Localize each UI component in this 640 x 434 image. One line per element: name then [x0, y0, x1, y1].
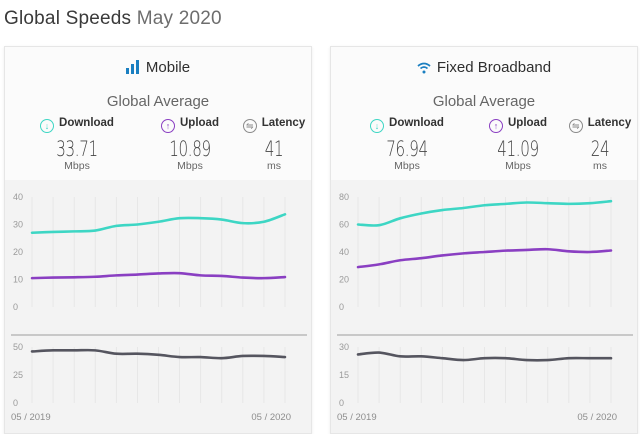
broadband-card-title: Fixed Broadband: [331, 59, 637, 78]
broadband-upload-value: 41.09: [497, 137, 539, 161]
mobile-download-value: 33.71: [56, 137, 98, 161]
mobile-card: Mobile Global Average ↓ Download 33.71 Mb…: [4, 46, 312, 434]
mobile-speed-ytick-label: 10: [13, 275, 23, 285]
mobile-download-label: Download: [59, 117, 114, 129]
broadband-latency-label: Latency: [587, 117, 632, 129]
broadband-upload-metric: ↑ Upload 41.09 Mbps: [483, 117, 553, 171]
mobile-latency-ytick-label: 25: [13, 370, 23, 380]
mobile-card-title: Mobile: [5, 59, 311, 78]
broadband-speed-upload-line: [356, 247, 613, 269]
broadband-title-text: Fixed Broadband: [436, 59, 552, 76]
download-icon: ↓: [40, 119, 55, 133]
mobile-speed-upload-line: [30, 271, 287, 280]
mobile-speed-ytick-label: 0: [13, 302, 18, 312]
broadband-speed-ytick-label: 40: [339, 247, 349, 257]
broadband-global-average: Global Average: [432, 93, 536, 110]
mobile-global-average: Global Average: [106, 93, 210, 110]
broadband-upload-unit: Mbps: [505, 160, 531, 172]
broadband-latency-ytick-label: 15: [339, 370, 349, 380]
page-title: Global Speeds May 2020: [4, 8, 222, 30]
mobile-speed-download-line: [30, 212, 287, 235]
broadband-latency-xtick-start: 05 / 2019: [337, 412, 377, 423]
mobile-download-unit: Mbps: [64, 160, 90, 172]
broadband-latency-xtick-end: 05 / 2020: [577, 412, 617, 423]
mobile-latency-ytick-label: 0: [13, 398, 18, 408]
broadband-latency-ytick-label: 30: [339, 342, 349, 352]
download-icon: ↓: [370, 119, 385, 133]
mobile-chart: 0 10 20 30 40 0 25 50 05 / 2019 05 / 2020: [11, 192, 291, 423]
mobile-upload-unit: Mbps: [177, 160, 203, 172]
broadband-download-value: 76.94: [386, 137, 428, 161]
mobile-card-header: Mobile Global Average ↓ Download 33.71 Mb…: [5, 47, 311, 180]
latency-icon: ⇋: [568, 119, 583, 133]
broadband-latency-value: 24: [590, 137, 610, 161]
chart-divider: [337, 334, 633, 336]
mobile-upload-metric: ↑ Upload 10.89 Mbps: [155, 117, 225, 171]
broadband-latency-latency-line: [356, 351, 613, 362]
broadband-download-unit: Mbps: [394, 160, 420, 172]
mobile-speed-ytick-label: 30: [13, 220, 23, 230]
upload-icon: ↑: [161, 119, 175, 133]
broadband-latency-ytick-label: 0: [339, 398, 344, 408]
broadband-speed-ytick-label: 0: [339, 302, 344, 312]
latency-icon: ⇋: [242, 119, 257, 133]
broadband-upload-label: Upload: [508, 117, 547, 129]
broadband-card: Fixed Broadband Global Average ↓ Download…: [330, 46, 638, 434]
mobile-latency-xtick-end: 05 / 2020: [251, 412, 291, 423]
broadband-speed-ytick-label: 60: [339, 220, 349, 230]
mobile-latency-ytick-label: 50: [13, 342, 23, 352]
mobile-latency-latency-line: [30, 348, 287, 360]
page-title-main: Global Speeds: [4, 8, 132, 29]
page-title-month: May 2020: [136, 8, 222, 29]
chart-divider: [11, 334, 307, 336]
signal-bars-icon: [125, 60, 140, 78]
broadband-download-metric: ↓ Download 76.94 Mbps: [367, 117, 447, 171]
broadband-speed-ytick-label: 20: [339, 275, 349, 285]
mobile-upload-label: Upload: [180, 117, 219, 129]
broadband-download-label: Download: [389, 117, 444, 129]
mobile-speed-ytick-label: 20: [13, 247, 23, 257]
mobile-latency-label: Latency: [261, 117, 306, 129]
broadband-speed-download-line: [356, 199, 613, 227]
broadband-latency-metric: ⇋ Latency 24 ms: [565, 117, 635, 171]
upload-icon: ↑: [489, 119, 503, 133]
broadband-chart: 0 20 40 60 80 0 15 30 05 / 2019 05 / 2020: [337, 192, 617, 423]
mobile-speed-ytick-label: 40: [13, 192, 23, 202]
mobile-latency-xtick-start: 05 / 2019: [11, 412, 51, 423]
mobile-latency-unit: ms: [267, 160, 281, 172]
mobile-latency-metric: ⇋ Latency 41 ms: [239, 117, 309, 171]
broadband-card-header: Fixed Broadband Global Average ↓ Download…: [331, 47, 637, 180]
mobile-title-text: Mobile: [145, 59, 191, 76]
mobile-download-metric: ↓ Download 33.71 Mbps: [37, 117, 117, 171]
mobile-upload-value: 10.89: [169, 137, 211, 161]
broadband-latency-unit: ms: [593, 160, 607, 172]
broadband-speed-ytick-label: 80: [339, 192, 349, 202]
mobile-latency-value: 41: [264, 137, 284, 161]
wifi-icon: [417, 61, 431, 78]
